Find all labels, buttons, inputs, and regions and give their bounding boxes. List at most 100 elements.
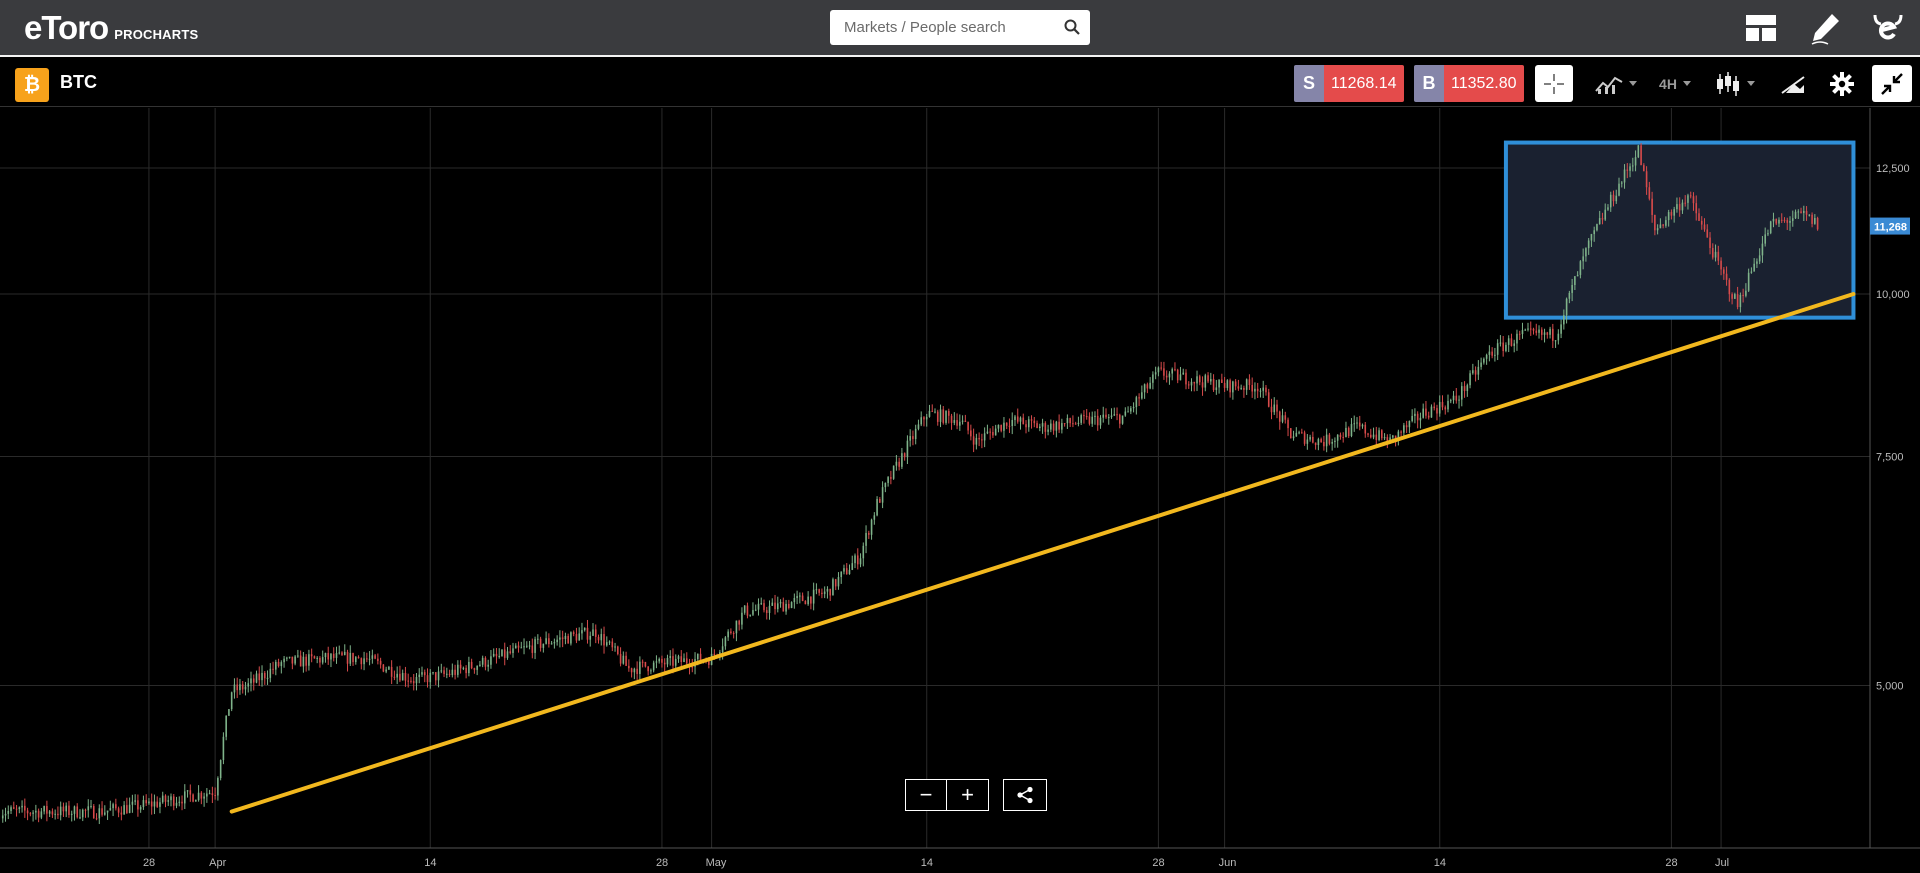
search-icon[interactable] [1064,19,1080,40]
x-tick-label: May [706,857,727,869]
candle-body [117,808,120,813]
candle-body [1309,436,1311,440]
candle-body [1703,224,1706,230]
search-input[interactable] [842,18,1056,37]
candle-body [699,653,702,662]
candle-body [856,555,859,565]
candle-body [360,658,363,665]
candle-body [1764,234,1766,244]
candle-body [1141,392,1143,399]
chart-type-button[interactable] [1710,65,1760,102]
candle-body [1720,260,1722,270]
candle-body [1121,415,1124,424]
candle-body [1215,387,1218,391]
candle-body [812,589,815,604]
candle-body [1041,423,1044,427]
candle-body [1552,328,1554,341]
zoom-out-button[interactable]: − [905,779,947,811]
candle-body [514,645,517,649]
candle-body [332,653,335,658]
candle-body [600,634,603,641]
candle-body [156,801,159,807]
candle-body [1210,378,1212,382]
candle-body [90,806,92,808]
candle-body [1025,424,1027,428]
candle-body [319,657,321,663]
indicators-button[interactable] [1590,65,1642,102]
candle-body [1381,430,1383,439]
candle-body [15,808,18,810]
candle-body [1392,435,1394,438]
candle-body [1587,240,1590,249]
candle-body [412,681,415,684]
candle-body [1207,375,1209,382]
candle-body [24,805,26,811]
candle-body [520,647,523,649]
pencil-icon[interactable] [1808,10,1844,46]
candle-body [429,672,432,683]
candle-body [713,653,716,655]
buy-button[interactable]: B 11352.80 [1414,65,1524,102]
timeframe-select[interactable]: 4H [1653,65,1697,102]
price-chart[interactable]: 5,000 7,500 10,000 12,500 28 Apr 14 28 May 14 28 Ju… [0,108,1920,873]
candle-body [807,596,809,605]
candle-body [914,428,917,440]
candle-body [377,658,379,661]
candle-body [1047,429,1049,432]
candle-body [109,808,112,811]
candle-body [950,415,953,423]
share-button[interactable] [1003,779,1047,811]
candle-body [247,683,250,687]
candle-body [382,664,385,672]
buy-tag: B [1414,65,1444,102]
candle-body [161,795,164,803]
candle-body [43,806,45,812]
candle-body [823,591,826,594]
candle-body [1074,423,1077,425]
candle-body [1027,419,1030,428]
share-icon [1017,786,1033,804]
candle-body [594,629,597,637]
candle-body [967,421,969,431]
layout-icon[interactable] [1743,10,1779,46]
drawing-tool-button[interactable] [1775,65,1811,102]
candle-body [1756,261,1758,264]
candle-body [983,433,986,441]
crosshair-button[interactable] [1535,65,1573,102]
candle-body [1190,381,1193,386]
zoom-in-button[interactable]: + [947,779,989,811]
sell-button[interactable]: S 11268.14 [1294,65,1404,102]
x-tick-label: 28 [1665,857,1677,869]
etoro-icon[interactable] [1870,10,1906,46]
candle-body [934,411,936,413]
candle-body [29,813,32,815]
candle-body [531,645,534,653]
candle-body [732,632,735,634]
candle-body [534,639,536,653]
search-box[interactable] [830,10,1090,45]
etoro-logo[interactable]: eToro PROCHARTS [24,10,198,46]
candle-body [1695,203,1698,214]
candle-body [829,588,831,596]
collapse-button[interactable] [1872,65,1912,102]
candle-body [1331,441,1333,444]
candle-body [1791,218,1794,221]
candle-body [575,634,578,641]
candle-body [887,477,889,483]
candle-body [542,643,545,648]
candle-body [1361,424,1364,427]
candle-body [252,678,255,683]
candle-body [981,439,983,441]
candle-body [810,596,812,604]
candle-body [804,600,807,605]
candle-body [989,431,991,433]
candle-body [509,651,512,654]
settings-button[interactable] [1824,65,1860,102]
candle-body [418,674,421,678]
candle-body [1648,187,1651,199]
candle-body [288,656,291,658]
candle-body [79,817,81,819]
x-tick-label: Apr [209,857,226,869]
timeframe-label: 4H [1659,75,1677,92]
candle-body [903,453,906,458]
